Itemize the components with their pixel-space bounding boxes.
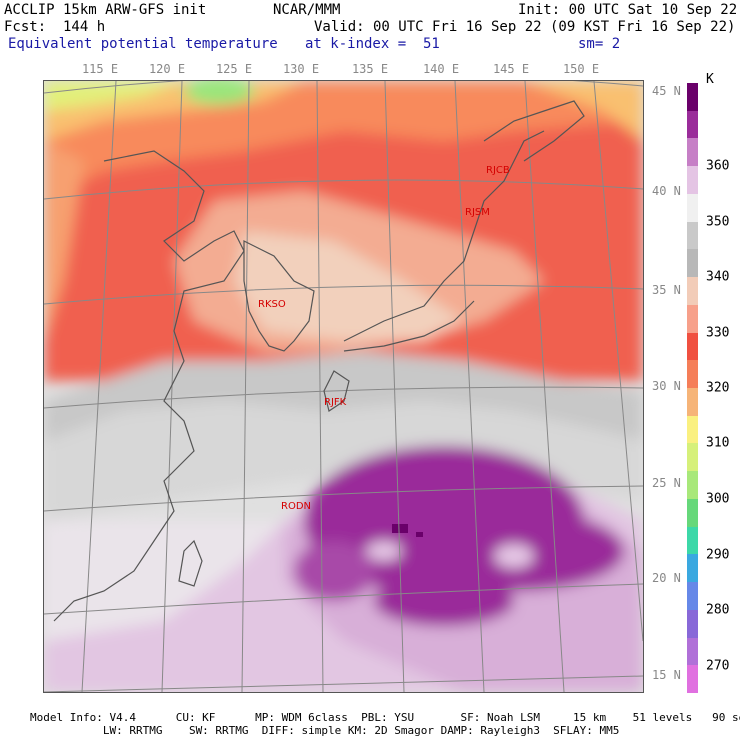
lon-label-150: 150 E (562, 62, 600, 76)
colorbar-swatch (687, 83, 698, 112)
colorbar-swatch (687, 388, 698, 417)
lat-label-20: 20 N (652, 571, 681, 585)
colorbar-swatch (687, 304, 698, 334)
colorbar-unit: K (706, 72, 714, 87)
lon-label-125: 125 E (215, 62, 253, 76)
lon-label-115: 115 E (81, 62, 119, 76)
field-name: Equivalent potential temperature (8, 36, 278, 52)
colorbar-label-340: 340 (706, 269, 730, 285)
theta-e-field (44, 81, 643, 692)
init-time: Init: 00 UTC Sat 10 Sep 22 (518, 2, 738, 18)
colorbar-label-310: 310 (706, 435, 730, 451)
colorbar-swatch (687, 582, 698, 611)
organization-label: NCAR/MMM (273, 2, 341, 18)
lon-label-145: 145 E (492, 62, 530, 76)
colorbar-swatch (687, 609, 698, 639)
footer-model-info: Model Info: V4.4 CU: KF MP: WDM 6class P… (30, 711, 740, 724)
colorbar-swatch (687, 415, 698, 444)
colorbar-swatch (687, 471, 698, 500)
valid-time: Valid: 00 UTC Fri 16 Sep 22 (09 KST Fri … (314, 19, 736, 35)
colorbar-swatch (687, 193, 698, 223)
colorbar-swatch (687, 277, 698, 306)
colorbar-label-290: 290 (706, 547, 730, 563)
theta-e-map: RJCB RJSM RKSO RJFK RODN (43, 80, 644, 693)
colorbar-swatch (687, 637, 698, 666)
model-title: ACCLIP 15km ARW-GFS init (4, 2, 207, 18)
colorbar-swatch (687, 360, 698, 389)
lon-label-120: 120 E (148, 62, 186, 76)
station-rjsm: RJSM (465, 207, 490, 218)
colorbar-label-270: 270 (706, 658, 730, 674)
lon-label-135: 135 E (351, 62, 389, 76)
lat-label-35: 35 N (652, 283, 681, 297)
theta-e-max-spot (416, 532, 423, 537)
colorbar-swatch (687, 554, 698, 583)
colorbar-swatch (687, 665, 698, 694)
colorbar-label-330: 330 (706, 325, 730, 341)
smoothing-label: sm= 2 (578, 36, 621, 52)
colorbar-label-300: 300 (706, 491, 730, 507)
colorbar-swatch (687, 138, 698, 167)
lat-label-40: 40 N (652, 184, 681, 198)
colorbar-label-280: 280 (706, 602, 730, 618)
station-rjfk: RJFK (324, 397, 347, 408)
colorbar-swatch (687, 249, 698, 278)
lon-label-130: 130 E (282, 62, 320, 76)
station-rkso: RKSO (258, 299, 286, 310)
coastlines (53, 100, 585, 622)
colorbar-swatch (687, 443, 698, 472)
theta-e-max-spot (392, 524, 408, 533)
lon-label-140: 140 E (422, 62, 460, 76)
lat-label-30: 30 N (652, 379, 681, 393)
colorbar-swatch (687, 166, 698, 195)
level-label: at k-index = 51 (305, 36, 440, 52)
colorbar-label-360: 360 (706, 158, 730, 174)
lat-label-15: 15 N (652, 668, 681, 682)
station-rjcb: RJCB (486, 165, 510, 176)
colorbar-swatch (687, 498, 698, 528)
colorbar-swatch (687, 332, 698, 361)
colorbar-label-320: 320 (706, 380, 730, 396)
station-rodn: RODN (281, 501, 311, 512)
colorbar-label-350: 350 (706, 214, 730, 230)
lat-label-25: 25 N (652, 476, 681, 490)
forecast-hour: Fcst: 144 h (4, 19, 106, 35)
footer-physics-info: LW: RRTMG SW: RRTMG DIFF: simple KM: 2D … (30, 724, 620, 737)
colorbar-swatch (687, 221, 698, 250)
lat-label-45: 45 N (652, 84, 681, 98)
colorbar-swatch (687, 110, 698, 139)
graticule (44, 81, 643, 692)
colorbar-swatch (687, 526, 698, 555)
